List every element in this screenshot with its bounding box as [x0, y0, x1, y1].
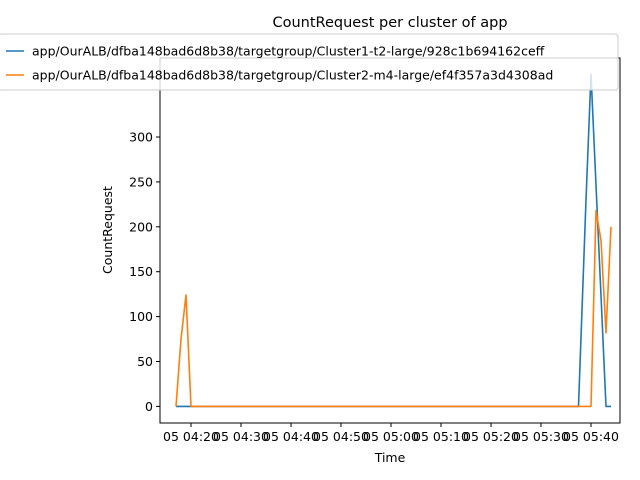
y-tick-label: 50 — [137, 354, 153, 369]
series-line-2 — [175, 209, 612, 408]
legend-box — [0, 33, 619, 91]
x-tick-label: 05 05:00 — [363, 429, 419, 444]
legend: app/OurALB/dfba148bad6d8b38/targetgroup/… — [0, 33, 619, 91]
y-axis: 0 50 100 150 200 250 300 — [129, 130, 160, 414]
y-tick-label: 100 — [129, 309, 153, 324]
y-tick-label: 150 — [129, 264, 153, 279]
series-line-1 — [176, 73, 611, 408]
y-tick-label: 250 — [129, 174, 153, 189]
y-tick-label: 300 — [129, 130, 153, 145]
y-tick-label: 0 — [145, 399, 153, 414]
x-tick-label: 05 04:50 — [313, 429, 369, 444]
x-axis-title: Time — [374, 450, 406, 465]
x-tick-label: 05 05:40 — [563, 429, 619, 444]
x-tick-label: 05 05:30 — [513, 429, 569, 444]
legend-label-2: app/OurALB/dfba148bad6d8b38/targetgroup/… — [32, 68, 553, 83]
x-tick-label: 05 05:20 — [463, 429, 519, 444]
chart-title: CountRequest per cluster of app — [272, 15, 507, 31]
plot-frame — [159, 57, 621, 424]
x-tick-label: 05 04:40 — [263, 429, 319, 444]
y-axis-title: CountRequest — [100, 186, 115, 274]
legend-label-1: app/OurALB/dfba148bad6d8b38/targetgroup/… — [32, 44, 545, 59]
x-tick-label: 05 04:30 — [213, 429, 269, 444]
x-tick-label: 05 04:20 — [163, 429, 219, 444]
x-tick-label: 05 05:10 — [413, 429, 469, 444]
series-layer — [175, 73, 612, 408]
plot-area — [159, 57, 621, 424]
y-tick-label: 200 — [129, 219, 153, 234]
